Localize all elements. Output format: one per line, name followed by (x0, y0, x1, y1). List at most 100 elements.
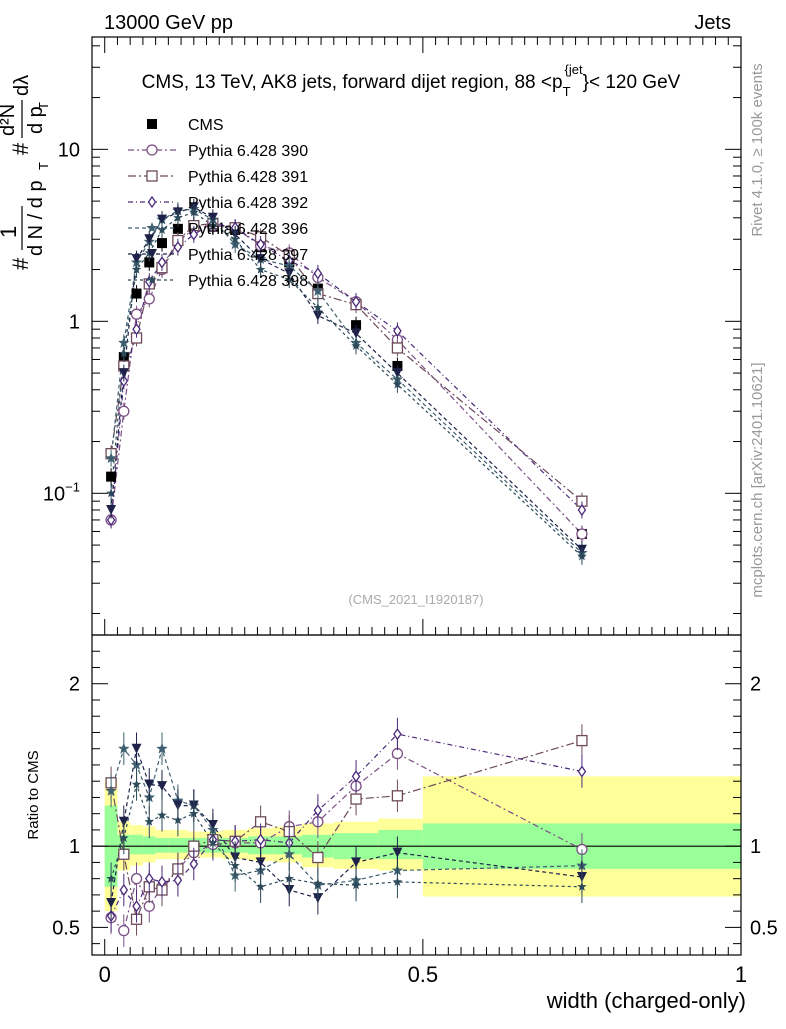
main-point-6-1 (119, 348, 129, 358)
legend-marker-2 (146, 170, 158, 182)
title-end: }< 120 GeV (583, 72, 681, 93)
main-point-6-7 (208, 220, 218, 230)
ylabel-dpt: d p (25, 106, 47, 134)
ratio-ytick-label-1: 1 (69, 836, 80, 858)
ratio-point-2-14 (577, 765, 587, 778)
legend: CMS Pythia 6.428 390 Pythia 6.428 391 Pythi… (128, 117, 308, 290)
ratio-point-2-9 (256, 833, 265, 846)
main-point-4-11 (312, 285, 324, 296)
band-inner-13 (378, 829, 423, 860)
main-point-3-9 (256, 238, 265, 251)
main-ytick-label-0: 10−1 (43, 479, 80, 505)
main-point-6-14 (577, 551, 587, 561)
ratio-point-0-1 (118, 924, 130, 937)
band-inner-5 (168, 838, 188, 853)
legend-label-0: CMS (188, 117, 224, 134)
main-point-0-3 (144, 257, 155, 268)
legend-marker-5 (147, 249, 157, 259)
ylabel-dn: d N / d p (25, 180, 47, 256)
ratio-ytick-label-2: 2 (69, 674, 80, 696)
ratio-point-2-12 (351, 770, 361, 783)
main-point-3-14 (577, 503, 587, 517)
ratio-point-4-9 (255, 857, 266, 868)
legend-label-4: Pythia 6.428 396 (188, 221, 308, 238)
ratio-point-0-2 (130, 873, 143, 885)
axes-ticks: 10−1 1 10 0 0.5 1 0.5 0.5 1 1 2 2 (43, 37, 778, 987)
ratio-point-5-11 (313, 878, 323, 888)
ratio-ytick-label-0: 0.5 (52, 917, 80, 939)
main-point-3-11 (313, 267, 323, 280)
main-point-6-9 (255, 264, 266, 274)
main-point-6-13 (392, 379, 403, 389)
main-point-3-0 (106, 513, 116, 527)
ratio-ylabel: Ratio to CMS (25, 750, 42, 839)
ylabel-d2n: d²N (0, 104, 19, 136)
ratio-point-1-14 (576, 734, 588, 747)
ratio-point-5-13 (392, 876, 403, 886)
ylabel-hash1: # (8, 257, 33, 270)
main-point-1-3 (143, 293, 155, 305)
ratio-point-3-4 (156, 742, 168, 754)
main-point-6-2 (131, 264, 142, 274)
category-label: Jets (694, 12, 731, 34)
ratio-data-markers (105, 717, 588, 947)
ratio-point-5-0 (106, 873, 116, 883)
main-point-5-4 (156, 214, 167, 225)
legend-label-1: Pythia 6.428 390 (188, 143, 308, 160)
ratio-point-2-1 (119, 883, 129, 897)
ratio-ytick-label-right-2: 2 (750, 674, 761, 696)
main-line-5 (110, 206, 583, 551)
ratio-point-5-1 (119, 833, 129, 843)
main-point-5-9 (255, 254, 266, 265)
ratio-point-4-2 (131, 743, 142, 754)
plot-title: CMS, 13 TeV, AK8 jets, forward dijet reg… (142, 62, 681, 99)
main-point-3-13 (393, 324, 402, 338)
ratio-ytick-label-right-1: 1 (750, 836, 761, 858)
main-point-1-14 (576, 528, 588, 540)
main-point-5-12 (351, 328, 362, 339)
rivet-version: Rivet 4.1.0, ≥ 100k events (749, 63, 766, 236)
main-point-5-0 (106, 504, 117, 515)
legend-label-3: Pythia 6.428 392 (188, 195, 308, 212)
ratio-point-5-2 (131, 779, 142, 789)
ratio-point-4-13 (392, 847, 403, 858)
ylabel-pt-sub2: T (36, 102, 51, 110)
band-inner-4 (155, 838, 169, 853)
ratio-point-1-13 (391, 790, 404, 802)
ratio-point-1-11 (312, 851, 324, 864)
ratio-point-2-4 (157, 875, 167, 889)
xtick-label-0: 0 (99, 962, 111, 987)
ratio-point-5-10 (284, 873, 294, 883)
ratio-point-3-0 (105, 784, 117, 796)
title-sup: {jet (565, 62, 583, 77)
main-point-5-3 (144, 234, 155, 245)
ratio-point-5-4 (157, 810, 167, 820)
energy-label: 13000 GeV pp (104, 12, 233, 34)
legend-marker-6 (147, 275, 157, 284)
analysis-watermark: (CMS_2021_I1920187) (348, 592, 483, 607)
band-inner-2 (130, 834, 143, 855)
main-point-5-1 (118, 368, 129, 379)
ratio-point-3-1 (118, 742, 130, 754)
ratio-point-1-12 (350, 793, 362, 805)
band-inner-3 (142, 836, 156, 855)
main-ytick-label-1: 1 (69, 311, 80, 333)
main-point-6-8 (230, 234, 240, 244)
main-point-4-0 (105, 452, 117, 464)
main-point-6-11 (313, 302, 323, 312)
ratio-point-2-3 (144, 872, 154, 885)
ratio-point-4-4 (156, 781, 167, 792)
main-point-3-12 (351, 295, 361, 308)
ratio-point-2-2 (132, 900, 141, 913)
main-point-6-5 (173, 212, 183, 222)
ratio-point-2-6 (189, 857, 199, 871)
main-data-markers (105, 198, 588, 565)
ratio-point-4-3 (144, 779, 155, 790)
x-axis-label: width (charged-only) (546, 988, 746, 1013)
ratio-point-5-3 (144, 816, 154, 826)
main-point-0-4 (156, 238, 167, 249)
main-point-0-5 (172, 223, 183, 234)
ratio-line-2 (110, 733, 583, 917)
ylabel-hash2: # (8, 142, 33, 155)
